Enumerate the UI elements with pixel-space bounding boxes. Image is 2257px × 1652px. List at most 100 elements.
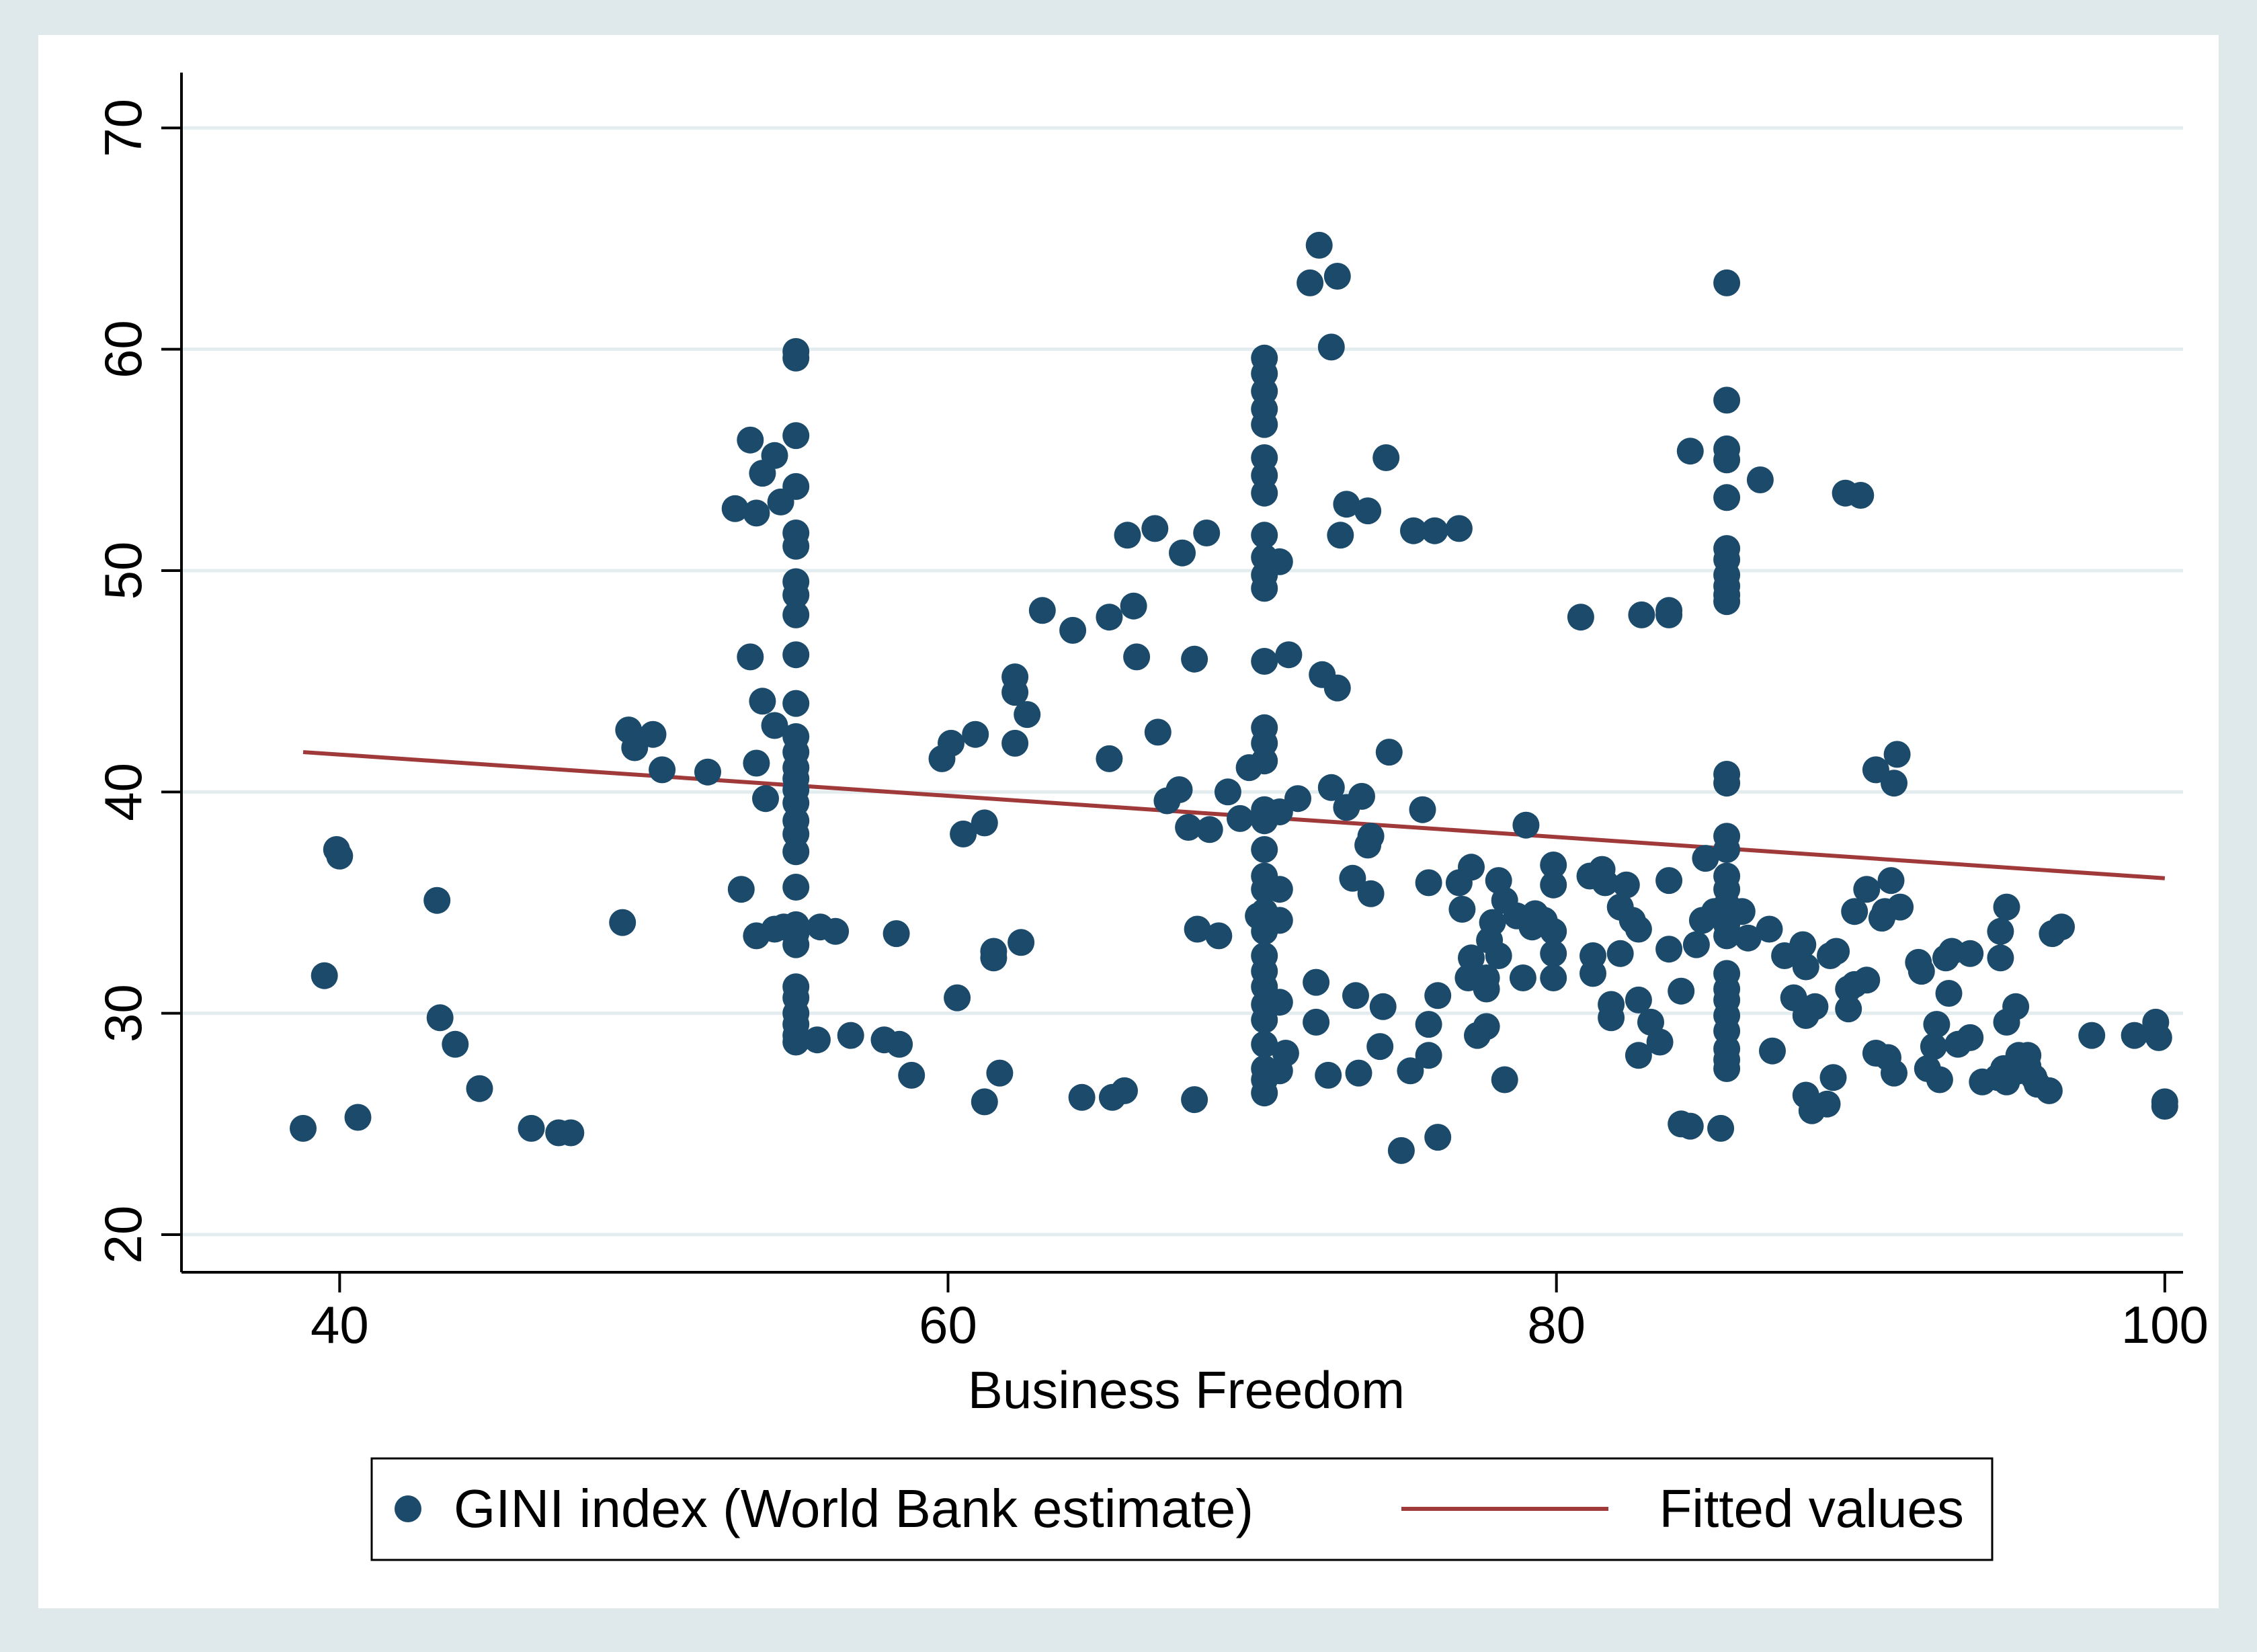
data-point	[1756, 915, 1783, 943]
data-point	[1251, 479, 1278, 507]
data-point	[1096, 745, 1123, 772]
data-point	[1987, 917, 2014, 945]
x-tick-label: 40	[311, 1295, 369, 1354]
axes	[180, 73, 2183, 1274]
data-point	[761, 712, 788, 739]
data-point	[1345, 1059, 1372, 1087]
data-point	[290, 1114, 317, 1142]
data-point	[1907, 958, 1935, 985]
legend: GINI index (World Bank estimate) Fitted …	[370, 1457, 1994, 1561]
data-point	[1646, 1028, 1674, 1056]
y-tick-label: 60	[93, 320, 153, 378]
data-point	[1144, 718, 1172, 746]
legend-label-fitted: Fitted values	[1659, 1479, 1964, 1538]
data-point	[980, 938, 1008, 965]
data-point	[938, 729, 965, 757]
data-point	[2121, 1022, 2148, 1049]
data-point	[1266, 548, 1293, 575]
data-point	[1342, 982, 1369, 1009]
data-point	[1266, 989, 1293, 1016]
data-point	[1625, 1042, 1652, 1069]
data-point	[1205, 922, 1233, 950]
data-point	[1421, 517, 1448, 544]
data-point	[782, 601, 810, 628]
y-tick-label: 70	[93, 99, 153, 157]
legend-marker-gini	[395, 1495, 421, 1522]
data-point	[971, 809, 998, 837]
data-point	[1540, 940, 1567, 967]
data-point	[1957, 1024, 1984, 1051]
data-point	[1323, 263, 1351, 290]
points-layer	[290, 231, 2178, 1164]
data-point	[1387, 1137, 1415, 1164]
data-point	[1813, 1090, 1841, 1118]
data-point	[1315, 1061, 1342, 1089]
data-point	[1668, 977, 1695, 1005]
data-point	[803, 1026, 831, 1054]
data-point	[442, 1030, 469, 1058]
data-point	[1792, 953, 1819, 981]
data-point	[962, 720, 989, 748]
data-point	[1881, 770, 1907, 797]
data-point	[1728, 898, 1756, 925]
data-point	[1120, 592, 1147, 620]
data-point	[1887, 893, 1914, 921]
data-point	[1059, 616, 1087, 644]
data-point	[1713, 922, 1741, 950]
data-point	[2145, 1024, 2172, 1051]
data-point	[1008, 929, 1035, 956]
data-point	[1801, 993, 1829, 1020]
data-point	[2048, 913, 2075, 941]
data-point	[822, 917, 850, 945]
data-point	[1369, 993, 1397, 1020]
data-point	[1251, 1030, 1278, 1058]
data-point	[727, 876, 755, 903]
data-point	[1841, 898, 1869, 925]
data-point	[1713, 446, 1741, 474]
data-point	[1598, 1004, 1625, 1032]
data-point	[1540, 917, 1567, 945]
data-point	[1415, 869, 1442, 897]
data-point	[1655, 867, 1683, 895]
data-point	[944, 984, 971, 1011]
data-point	[883, 920, 910, 948]
data-point	[649, 756, 676, 784]
y-tick-label: 40	[93, 763, 153, 821]
data-point	[1181, 1086, 1208, 1114]
data-point	[1847, 482, 1875, 509]
data-point	[1251, 575, 1278, 602]
data-point	[1317, 774, 1345, 801]
data-point	[721, 495, 749, 522]
data-point	[1853, 876, 1881, 903]
data-point	[782, 641, 810, 669]
data-point	[1612, 871, 1640, 899]
data-point	[752, 785, 779, 813]
data-point	[1655, 936, 1683, 963]
data-point	[1284, 785, 1311, 813]
data-point	[898, 1061, 926, 1089]
data-point	[639, 720, 667, 748]
data-point	[1713, 1055, 1741, 1082]
data-point	[1348, 782, 1375, 810]
data-point	[1734, 924, 1762, 952]
data-point	[1473, 964, 1500, 991]
data-point	[1354, 497, 1382, 525]
data-point	[782, 472, 810, 500]
data-point	[743, 749, 770, 777]
data-point	[743, 499, 770, 527]
data-point	[1707, 1114, 1735, 1142]
x-tick-label: 80	[1527, 1295, 1586, 1354]
data-point	[950, 820, 977, 848]
data-point	[2035, 1077, 2063, 1104]
data-point	[782, 1028, 810, 1056]
data-point	[426, 1004, 454, 1032]
data-point	[1184, 915, 1211, 943]
data-point	[1713, 269, 1741, 296]
data-point	[971, 1088, 998, 1116]
y-tick-label: 50	[93, 542, 153, 600]
data-point	[1251, 836, 1278, 863]
x-axis-title: Business Freedom	[968, 1360, 1405, 1419]
data-point	[1655, 601, 1683, 628]
data-point	[1625, 915, 1652, 943]
data-point	[1485, 942, 1512, 969]
